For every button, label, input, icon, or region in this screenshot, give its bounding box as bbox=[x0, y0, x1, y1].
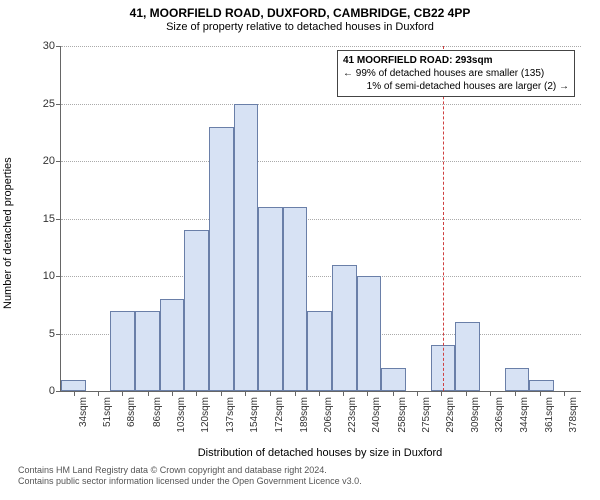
ytick-label: 20 bbox=[43, 155, 55, 167]
grid-line bbox=[61, 104, 581, 105]
xtick-mark bbox=[172, 391, 173, 396]
xtick-mark bbox=[98, 391, 99, 396]
ytick-mark bbox=[56, 219, 61, 220]
xtick-mark bbox=[515, 391, 516, 396]
xtick-label: 86sqm bbox=[152, 397, 163, 427]
xtick-mark bbox=[393, 391, 394, 396]
xtick-label: 103sqm bbox=[176, 397, 187, 433]
histogram-bar bbox=[258, 207, 283, 391]
histogram-bar bbox=[209, 127, 234, 392]
xtick-mark bbox=[490, 391, 491, 396]
xtick-label: 172sqm bbox=[274, 397, 285, 433]
xtick-label: 223sqm bbox=[347, 397, 358, 433]
histogram-bar bbox=[332, 265, 357, 392]
reference-line bbox=[443, 46, 444, 391]
grid-line bbox=[61, 161, 581, 162]
xtick-mark bbox=[540, 391, 541, 396]
xtick-mark bbox=[367, 391, 368, 396]
ytick-mark bbox=[56, 104, 61, 105]
histogram-bar bbox=[381, 368, 406, 391]
xtick-mark bbox=[148, 391, 149, 396]
chart-subtitle: Size of property relative to detached ho… bbox=[0, 21, 600, 35]
attribution-footer: Contains HM Land Registry data © Crown c… bbox=[18, 465, 590, 488]
xtick-label: 206sqm bbox=[323, 397, 334, 433]
xtick-label: 309sqm bbox=[470, 397, 481, 433]
xtick-mark bbox=[319, 391, 320, 396]
xtick-label: 189sqm bbox=[299, 397, 310, 433]
annotation-title: 41 MOORFIELD ROAD: 293sqm bbox=[343, 54, 569, 67]
xtick-mark bbox=[270, 391, 271, 396]
xtick-mark bbox=[196, 391, 197, 396]
histogram-bar bbox=[160, 299, 185, 391]
plot-area: 05101520253034sqm51sqm68sqm86sqm103sqm12… bbox=[60, 46, 581, 392]
grid-line bbox=[61, 276, 581, 277]
xtick-mark bbox=[343, 391, 344, 396]
ytick-label: 25 bbox=[43, 98, 55, 110]
annotation-larger: 1% of semi-detached houses are larger (2… bbox=[343, 80, 569, 93]
histogram-bar bbox=[455, 322, 480, 391]
histogram-bar bbox=[283, 207, 308, 391]
xtick-mark bbox=[417, 391, 418, 396]
ytick-mark bbox=[56, 46, 61, 47]
ytick-mark bbox=[56, 161, 61, 162]
ytick-label: 15 bbox=[43, 213, 55, 225]
xtick-label: 154sqm bbox=[249, 397, 260, 433]
xtick-label: 378sqm bbox=[568, 397, 579, 433]
ytick-label: 10 bbox=[43, 270, 55, 282]
xtick-mark bbox=[564, 391, 565, 396]
xtick-label: 344sqm bbox=[519, 397, 530, 433]
histogram-bar bbox=[61, 380, 86, 392]
xtick-label: 34sqm bbox=[78, 397, 89, 427]
xtick-label: 361sqm bbox=[544, 397, 555, 433]
xtick-label: 240sqm bbox=[371, 397, 382, 433]
ytick-mark bbox=[56, 391, 61, 392]
grid-line bbox=[61, 46, 581, 47]
y-axis-label: Number of detached properties bbox=[2, 157, 14, 309]
xtick-label: 68sqm bbox=[126, 397, 137, 427]
histogram-bar bbox=[110, 311, 135, 392]
chart-title: 41, MOORFIELD ROAD, DUXFORD, CAMBRIDGE, … bbox=[0, 0, 600, 21]
xtick-label: 51sqm bbox=[102, 397, 113, 427]
xtick-label: 258sqm bbox=[397, 397, 408, 433]
histogram-bar bbox=[529, 380, 554, 392]
footer-line-2: Contains public sector information licen… bbox=[18, 476, 590, 487]
xtick-label: 292sqm bbox=[445, 397, 456, 433]
ytick-label: 30 bbox=[43, 40, 55, 52]
xtick-mark bbox=[466, 391, 467, 396]
histogram-bar bbox=[505, 368, 530, 391]
histogram-bar bbox=[307, 311, 332, 392]
histogram-bar bbox=[234, 104, 259, 392]
xtick-mark bbox=[74, 391, 75, 396]
ytick-mark bbox=[56, 276, 61, 277]
ytick-label: 5 bbox=[49, 328, 55, 340]
annotation-box: 41 MOORFIELD ROAD: 293sqm← 99% of detach… bbox=[337, 50, 575, 97]
ytick-mark bbox=[56, 334, 61, 335]
xtick-label: 275sqm bbox=[421, 397, 432, 433]
xtick-mark bbox=[245, 391, 246, 396]
xtick-mark bbox=[441, 391, 442, 396]
xtick-mark bbox=[295, 391, 296, 396]
histogram-bar bbox=[357, 276, 382, 391]
annotation-smaller: ← 99% of detached houses are smaller (13… bbox=[343, 67, 569, 80]
x-axis-label: Distribution of detached houses by size … bbox=[60, 447, 580, 459]
histogram-bar bbox=[184, 230, 209, 391]
xtick-label: 120sqm bbox=[200, 397, 211, 433]
xtick-mark bbox=[122, 391, 123, 396]
xtick-mark bbox=[221, 391, 222, 396]
xtick-label: 326sqm bbox=[494, 397, 505, 433]
grid-line bbox=[61, 219, 581, 220]
footer-line-1: Contains HM Land Registry data © Crown c… bbox=[18, 465, 590, 476]
ytick-label: 0 bbox=[49, 385, 55, 397]
xtick-label: 137sqm bbox=[225, 397, 236, 433]
histogram-bar bbox=[135, 311, 160, 392]
